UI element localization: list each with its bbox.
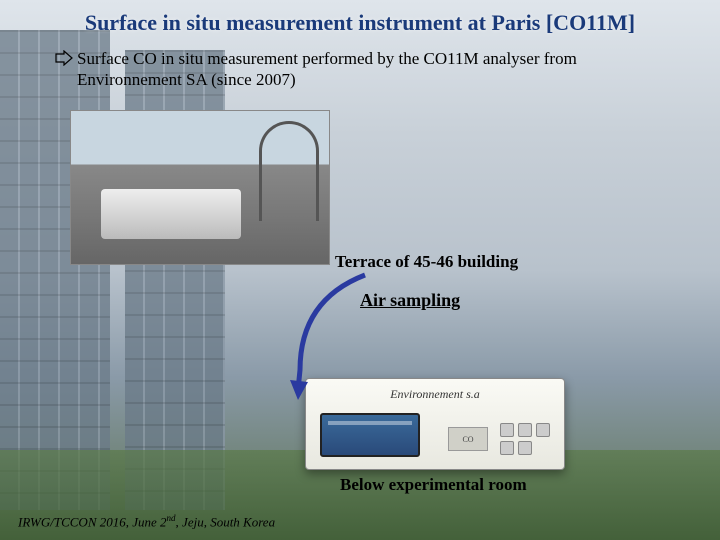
- below-room-label: Below experimental room: [340, 475, 527, 495]
- footer-prefix: IRWG/TCCON 2016, June 2: [18, 514, 167, 529]
- terrace-railing-icon: [259, 121, 319, 221]
- bullet-arrow-icon: [55, 50, 73, 71]
- flow-arrow-icon: [280, 260, 400, 410]
- analyser-buttons-icon: [500, 423, 550, 457]
- subtitle-row: Surface CO in situ measurement performed…: [55, 48, 680, 91]
- slide-content: Surface in situ measurement instrument a…: [0, 0, 720, 540]
- analyser-screen-icon: [320, 413, 420, 457]
- terrace-photo: [70, 110, 330, 265]
- footer-sup: nd: [167, 513, 176, 523]
- footer-text: IRWG/TCCON 2016, June 2nd, Jeju, South K…: [18, 513, 275, 530]
- subtitle-text: Surface CO in situ measurement performed…: [77, 48, 680, 91]
- slide-title: Surface in situ measurement instrument a…: [0, 0, 720, 36]
- terrace-equipment-icon: [101, 189, 241, 239]
- footer-suffix: , Jeju, South Korea: [176, 514, 276, 529]
- analyser-badge: CO: [448, 427, 488, 451]
